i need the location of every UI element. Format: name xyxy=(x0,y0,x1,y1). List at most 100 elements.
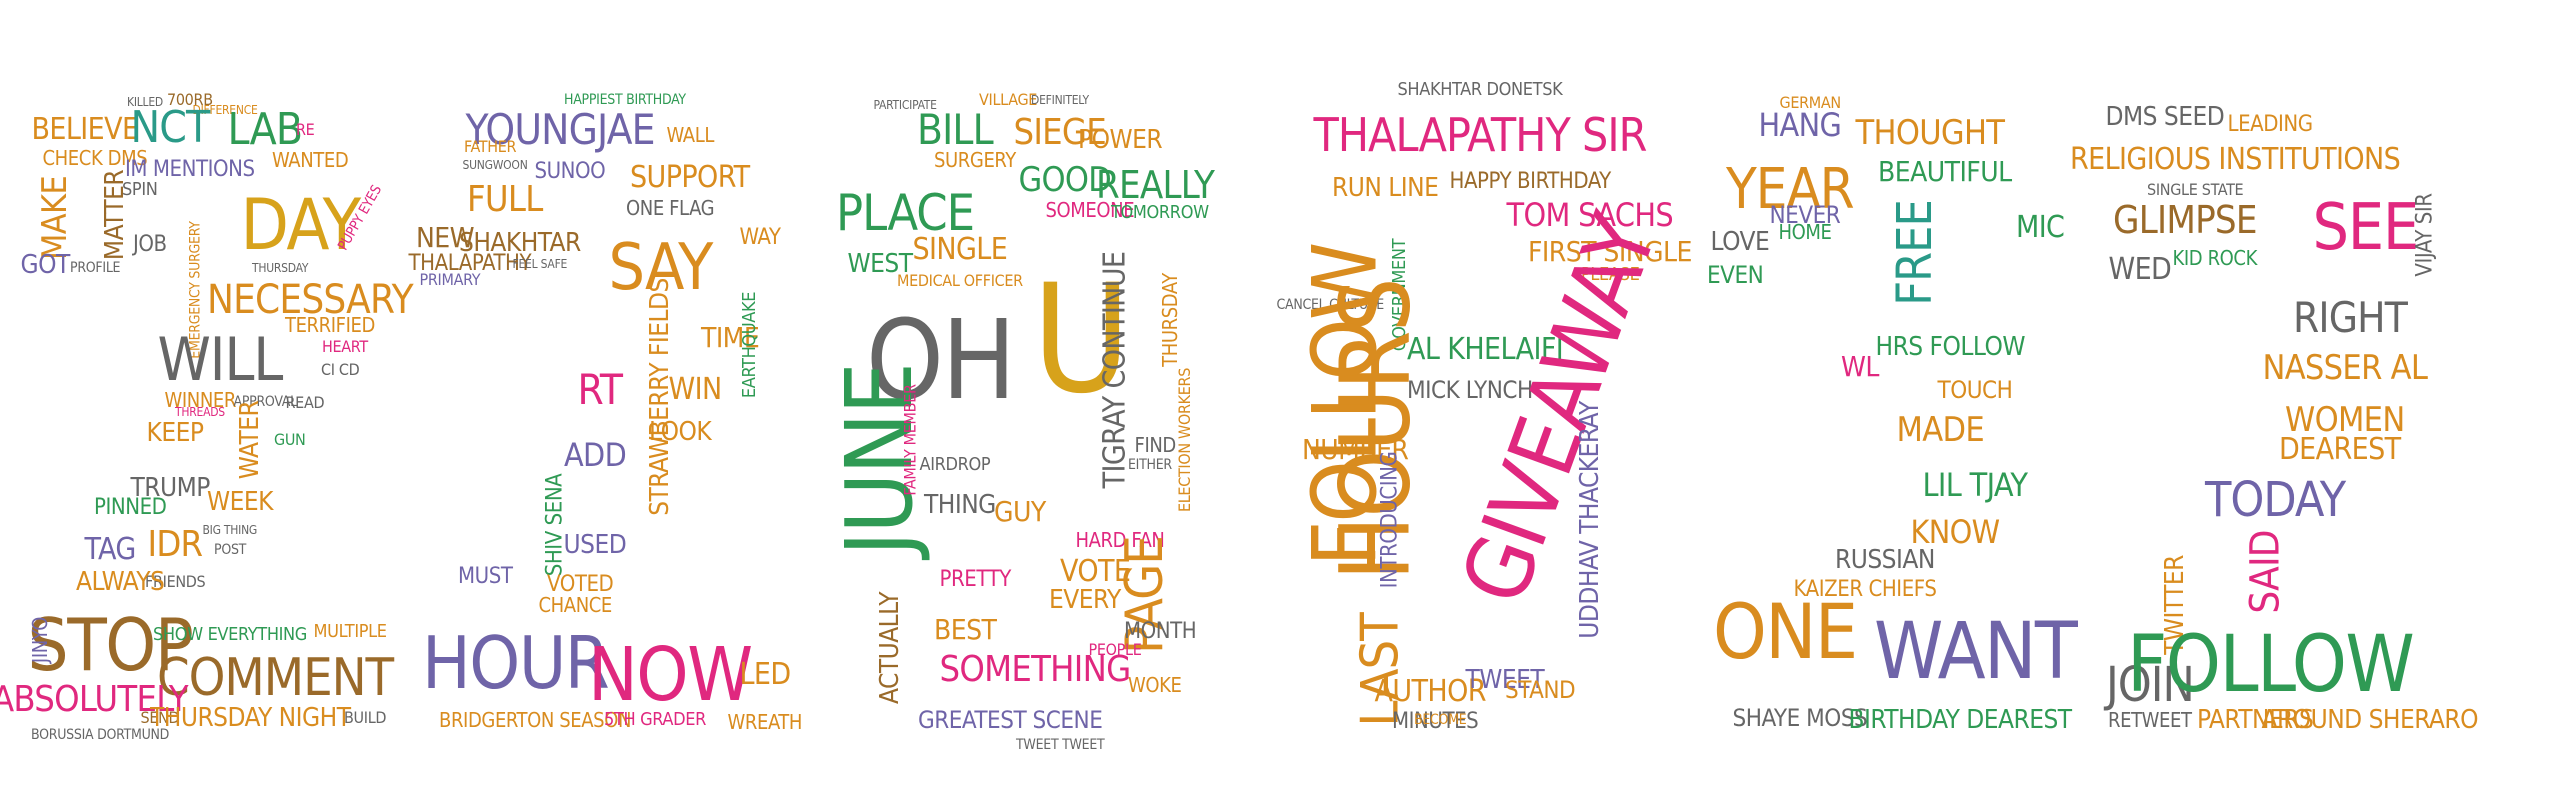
word-item: DEFINITELY xyxy=(1031,93,1089,107)
word-item: AL KHELAIFI xyxy=(1407,332,1564,367)
word-item: GREATEST SCENE xyxy=(918,706,1103,734)
word-item: MICK LYNCH xyxy=(1407,376,1533,404)
word-item: SOMETHING xyxy=(939,649,1132,690)
word-item: BILL xyxy=(917,105,994,154)
word-item: GOT xyxy=(20,250,71,280)
word-item: SUPPORT xyxy=(630,160,750,195)
word-item: AROUND SHERARO xyxy=(2261,705,2479,735)
word-item: PROFILE xyxy=(70,260,121,276)
word-item: FIND xyxy=(1134,433,1177,457)
word-item: SHAKHTAR xyxy=(459,228,581,258)
word-item: BUILD xyxy=(344,708,387,727)
word-item: USED xyxy=(563,530,627,560)
word-item: NECESSARY xyxy=(207,277,414,323)
word-item: NUMBER xyxy=(1302,433,1409,466)
word-item: WIN xyxy=(668,372,723,407)
word-item: HOUR xyxy=(422,621,610,705)
word-item: NASSER AL xyxy=(2262,348,2428,388)
word-item: SPIN xyxy=(122,179,158,200)
word-item: SHIV SENA xyxy=(541,473,567,577)
word-item: TIME xyxy=(701,321,760,354)
word-item: FOLLOW xyxy=(1292,243,1396,567)
word-item: HRS FOLLOW xyxy=(1875,332,2026,362)
word-item: BECOME xyxy=(1414,712,1467,728)
word-item: MUST xyxy=(458,564,513,589)
word-item: FRIENDS xyxy=(145,572,206,591)
word-item: THALAPATHY SIR xyxy=(1313,108,1648,162)
word-item: SUNGWOON xyxy=(462,158,528,172)
word-item: BELIEVE xyxy=(31,112,140,147)
word-item: SIEGE xyxy=(1013,112,1107,153)
word-item: 700RB xyxy=(167,90,213,109)
word-item: REALLY xyxy=(1096,163,1215,207)
word-item: BIRTHDAY DEAREST xyxy=(1848,705,2073,735)
word-item: MAKE xyxy=(34,176,75,260)
word-item: TOMORROW xyxy=(1111,202,1209,223)
word-item: EARTHQUAKE xyxy=(739,291,761,399)
word-item: WOKE xyxy=(1128,673,1182,697)
word-item: MINUTES xyxy=(1392,709,1479,734)
word-item: HANG xyxy=(1758,106,1842,144)
word-item: APPROVAL xyxy=(233,394,298,410)
word-item: SHAKHTAR DONETSK xyxy=(1397,79,1563,100)
word-item: JINYO xyxy=(28,616,53,664)
word-item: FULL xyxy=(467,179,543,220)
word-item: LAB xyxy=(227,104,304,155)
word-item: WATER xyxy=(235,400,266,480)
word-item: RUSSIAN xyxy=(1835,545,1935,575)
word-item: COMMENT xyxy=(157,648,394,708)
word-item: NOW xyxy=(588,632,753,718)
word-item: YEAR xyxy=(1726,157,1855,222)
word-item: DIFFERENCE xyxy=(192,103,258,117)
word-item: HARD FAN xyxy=(1075,528,1165,552)
word-item: GUN xyxy=(274,430,306,449)
word-item: SURGERY xyxy=(934,148,1016,172)
word-item: UDDHAV THACKERAY xyxy=(1574,401,1605,639)
word-item: PRETTY xyxy=(939,567,1012,592)
word-item: YOUNGJAE xyxy=(465,105,656,154)
word-item: THURSDAY xyxy=(252,261,309,275)
word-item: BEST xyxy=(934,613,997,646)
word-item: DMS SEED xyxy=(2105,102,2225,132)
word-item: MEDICAL OFFICER xyxy=(897,271,1023,290)
word-item: RT xyxy=(577,365,623,414)
word-item: PLEASE xyxy=(1581,264,1640,285)
word-item: PLACE xyxy=(836,184,975,242)
word-item: JOIN xyxy=(2106,657,2195,713)
word-item: POWER xyxy=(1078,125,1163,155)
word-item: GERMAN xyxy=(1779,93,1842,112)
word-item: MONTH xyxy=(1124,619,1197,644)
word-item: EVERY xyxy=(1049,585,1121,615)
word-item: BORUSSIA DORTMUND xyxy=(31,727,170,743)
word-item: GIVEAWAY xyxy=(1441,202,1678,617)
word-item: RIGHT xyxy=(2293,293,2408,342)
word-item: WALL xyxy=(666,123,715,147)
word-item: CI CD xyxy=(321,360,360,379)
word-item: FATHER xyxy=(464,137,517,156)
word-item: SEND xyxy=(140,708,180,727)
word-item: IDR xyxy=(147,524,204,565)
word-item: VIJAY SIR xyxy=(2412,193,2438,277)
word-item: ACTUALLY xyxy=(875,591,906,705)
word-item: PRIMARY xyxy=(419,270,481,289)
word-item: SUNOO xyxy=(534,159,606,184)
word-item: KEEP xyxy=(146,418,204,448)
word-item: PARTICIPATE xyxy=(873,98,937,112)
word-item: POST xyxy=(214,542,247,558)
word-item: WL xyxy=(1841,350,1879,383)
word-item: RELIGIOUS INSTITUTIONS xyxy=(2070,142,2401,177)
word-item: TIGRAY CONTINUE xyxy=(1096,251,1132,489)
word-item: AIRDROP xyxy=(919,454,991,475)
word-item: AUTHOR xyxy=(1374,674,1487,709)
word-item: LIL TJAY xyxy=(1922,466,2028,504)
word-item: JOB xyxy=(133,232,167,257)
word-item: TERRIFIED xyxy=(285,313,375,337)
word-item: NEW xyxy=(416,221,475,254)
word-item: TAG xyxy=(84,532,137,567)
word-item: THOUGHT xyxy=(1855,113,2005,153)
word-item: HOME xyxy=(1778,220,1832,244)
word-item: BIG THING xyxy=(202,523,258,537)
word-item: FREE xyxy=(1886,200,1943,306)
word-item: TODAY xyxy=(2205,472,2346,528)
word-item: PINNED xyxy=(94,495,167,520)
